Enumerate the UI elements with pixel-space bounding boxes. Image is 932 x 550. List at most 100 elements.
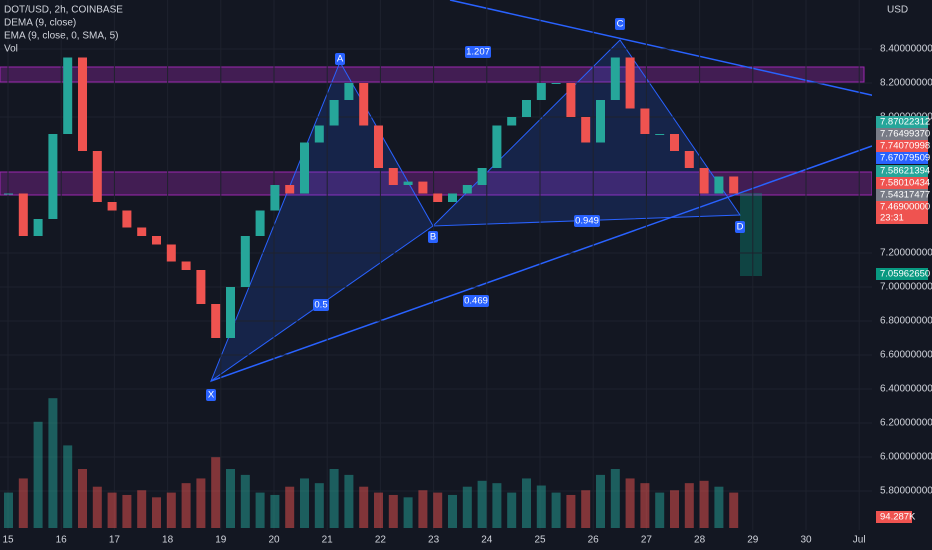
volume-bar	[196, 478, 206, 528]
candle	[551, 83, 561, 84]
time-label: 27	[641, 535, 653, 546]
price-tag-text: 7.58621394	[880, 166, 930, 177]
candle	[477, 168, 487, 185]
volume-bar	[300, 478, 309, 528]
volume-bar	[33, 421, 43, 528]
candle	[492, 125, 502, 168]
volume-bar	[137, 490, 147, 528]
support-zone	[0, 171, 873, 196]
candle	[388, 168, 398, 185]
candle	[4, 193, 13, 195]
volume-bar	[448, 494, 457, 528]
point-label: B	[430, 232, 436, 243]
candle	[33, 219, 43, 236]
label-box	[313, 299, 329, 311]
price-label: 7.20000000	[880, 248, 932, 259]
price-tag-text: 7.58010434	[880, 178, 930, 189]
candle	[78, 57, 87, 151]
candle	[625, 57, 635, 109]
currency: USD	[887, 5, 908, 16]
label-box	[428, 231, 438, 243]
time-label: 16	[56, 535, 68, 546]
time-label: 22	[375, 535, 387, 546]
symbol: DOT/USD, 2h, COINBASE	[4, 5, 123, 16]
resistance-zone	[0, 66, 865, 83]
volume-bar	[610, 469, 620, 528]
candle	[684, 151, 694, 168]
volume-bar	[18, 478, 28, 528]
price-label: 5.80000000	[880, 486, 932, 497]
price-tag	[876, 189, 928, 201]
candle	[729, 176, 739, 194]
volume-bar	[536, 485, 546, 528]
volume-bar	[433, 492, 443, 528]
time-label: 20	[268, 535, 280, 546]
volume-bar	[107, 492, 117, 528]
price-tag	[876, 212, 928, 224]
candle	[137, 227, 147, 236]
candle	[181, 261, 191, 270]
volume-bar	[551, 492, 561, 528]
time-label: 17	[109, 535, 121, 546]
candle	[255, 210, 265, 236]
price-tag-text: 7.54317477	[880, 190, 930, 201]
price-label: 6.60000000	[880, 350, 932, 361]
candle	[448, 193, 457, 202]
time-label: 25	[534, 535, 546, 546]
time-label: 23	[428, 535, 440, 546]
price-tag	[876, 128, 928, 140]
point-label: A	[337, 54, 344, 65]
volume-bar	[359, 486, 369, 528]
indicator: Vol	[4, 44, 18, 55]
price-tag-text: 7.05962650	[880, 269, 930, 280]
price-label: 8.20000000	[880, 78, 932, 89]
volume-bar	[329, 469, 339, 528]
volume-bar	[78, 469, 87, 528]
time-label: 30	[800, 535, 812, 546]
volume-bar	[4, 492, 13, 528]
indicator: DEMA (9, close)	[4, 18, 76, 29]
time-label: 19	[215, 535, 227, 546]
price-label: 6.00000000	[880, 452, 932, 463]
target-box	[740, 193, 762, 276]
time-label: 18	[162, 535, 174, 546]
candle	[433, 193, 443, 202]
candle	[92, 151, 102, 202]
volume-bar	[403, 497, 413, 528]
volume-bar	[477, 480, 487, 528]
volume-bar	[374, 492, 383, 528]
volume-bar	[314, 483, 324, 528]
candle	[240, 236, 250, 287]
point-label: X	[208, 390, 215, 401]
time-label: 15	[2, 535, 14, 546]
price-tag-text: 7.74070998	[880, 141, 930, 152]
candle	[18, 193, 28, 236]
candles	[0, 0, 872, 530]
price-label: 6.80000000	[880, 316, 932, 327]
candle	[63, 57, 73, 134]
candle	[226, 287, 235, 338]
price-tag	[876, 177, 928, 189]
candle	[48, 134, 58, 219]
candle	[329, 100, 339, 126]
candle	[152, 236, 161, 245]
price-tag-text: 7.87022312	[880, 117, 930, 128]
ratio-label: 1.207	[466, 47, 490, 58]
price-tag	[876, 116, 928, 128]
price-label: 6.40000000	[880, 384, 932, 395]
trendline-bottom	[210, 145, 873, 382]
point-label: C	[617, 19, 624, 30]
price-label: 6.20000000	[880, 418, 932, 429]
price-tag	[876, 511, 912, 523]
time-label: Jul	[853, 535, 866, 546]
candle	[211, 304, 221, 338]
ratio-label: 0.949	[575, 216, 599, 227]
candle	[640, 108, 650, 134]
volume-bar	[211, 457, 221, 528]
candle	[196, 270, 206, 304]
candle	[566, 83, 576, 117]
price-tag-text: 7.76499370	[880, 129, 930, 140]
price-tag	[876, 152, 928, 164]
volume-bar	[625, 478, 635, 528]
